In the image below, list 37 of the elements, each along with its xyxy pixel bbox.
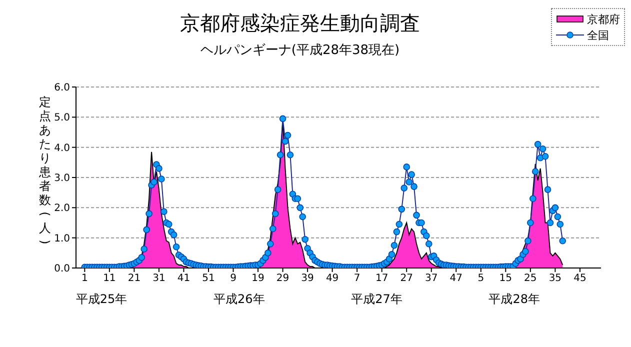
text: 平成28年 bbox=[488, 291, 541, 308]
x-tick-label: 15 bbox=[499, 273, 512, 284]
chart-subtitle: ヘルパンギーナ(平成28年38現在) bbox=[199, 42, 401, 59]
x-tick-label: 5 bbox=[478, 273, 484, 284]
x-tick-label: 49 bbox=[326, 273, 339, 284]
x-tick-label: 21 bbox=[128, 273, 141, 284]
y-tick-label: 0.0 bbox=[54, 264, 70, 275]
x-tick-label: 19 bbox=[252, 273, 264, 284]
x-tick-label: 27 bbox=[400, 273, 413, 284]
legend-label: 全国 bbox=[587, 28, 609, 42]
y-tick-label: 5.0 bbox=[54, 112, 70, 124]
text: 定点あたり患者数(人) bbox=[38, 95, 52, 244]
x-tick-label: 25 bbox=[524, 273, 537, 284]
x-tick-label: 7 bbox=[354, 273, 360, 284]
x-tick-label: 37 bbox=[425, 273, 438, 284]
y-tick-label: 1.0 bbox=[54, 233, 70, 244]
legend-label: 京都府 bbox=[587, 12, 620, 26]
x-tick-label: 39 bbox=[301, 273, 314, 284]
x-tick-label: 29 bbox=[276, 273, 290, 284]
x-tick-label: 45 bbox=[574, 273, 586, 284]
x-tick-label: 9 bbox=[230, 273, 236, 284]
x-tick-label: 31 bbox=[152, 273, 166, 284]
chart-title: 京都府感染症発生動向調査 bbox=[179, 10, 421, 37]
y-tick-label: 6.0 bbox=[54, 82, 70, 94]
x-tick-label: 47 bbox=[450, 273, 462, 284]
text: 平成27年 bbox=[350, 291, 404, 308]
text: 平成25年 bbox=[74, 291, 128, 308]
x-tick-label: 17 bbox=[375, 273, 388, 284]
x-tick-label: 41 bbox=[177, 273, 190, 284]
text: 平成26年 bbox=[212, 291, 266, 308]
x-tick-label: 35 bbox=[548, 273, 562, 284]
x-tick-label: 51 bbox=[202, 273, 215, 284]
y-tick-label: 3.0 bbox=[54, 173, 70, 184]
x-tick-label: 11 bbox=[103, 273, 116, 284]
y-tick-label: 2.0 bbox=[54, 203, 70, 214]
y-tick-label: 4.0 bbox=[54, 142, 70, 154]
x-tick-label: 1 bbox=[81, 273, 88, 284]
